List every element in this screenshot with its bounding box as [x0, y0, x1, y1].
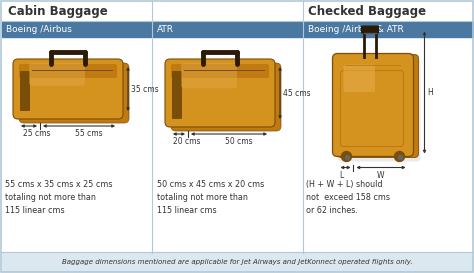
- Text: 55 cms x 35 cms x 25 cms
totaling not more than
115 linear cms: 55 cms x 35 cms x 25 cms totaling not mo…: [5, 180, 112, 215]
- Bar: [304, 22, 473, 37]
- Text: 55 cms: 55 cms: [75, 129, 103, 138]
- Circle shape: [341, 152, 352, 162]
- FancyBboxPatch shape: [337, 55, 419, 158]
- Bar: [2, 22, 151, 37]
- Text: 35 cms: 35 cms: [131, 85, 159, 93]
- Text: 20 cms: 20 cms: [173, 138, 201, 147]
- Circle shape: [394, 152, 404, 162]
- Text: 50 cms x 45 cms x 20 cms
totaling not more than
115 linear cms: 50 cms x 45 cms x 20 cms totaling not mo…: [157, 180, 264, 215]
- FancyBboxPatch shape: [19, 63, 129, 123]
- Text: Checked Baggage: Checked Baggage: [308, 5, 426, 19]
- Bar: [153, 22, 302, 37]
- FancyBboxPatch shape: [29, 63, 85, 86]
- Text: (H + W + L) should
not  exceed 158 cms
or 62 inches.: (H + W + L) should not exceed 158 cms or…: [306, 180, 390, 215]
- FancyBboxPatch shape: [20, 71, 30, 111]
- FancyBboxPatch shape: [171, 63, 281, 131]
- FancyBboxPatch shape: [361, 25, 379, 34]
- FancyBboxPatch shape: [181, 63, 237, 88]
- FancyBboxPatch shape: [340, 70, 403, 147]
- Text: 45 cms: 45 cms: [283, 88, 310, 97]
- Circle shape: [399, 156, 402, 159]
- FancyBboxPatch shape: [165, 59, 275, 127]
- Text: ATR: ATR: [157, 25, 174, 34]
- FancyBboxPatch shape: [332, 54, 413, 156]
- FancyBboxPatch shape: [13, 59, 123, 119]
- Text: Boeing /Airbus & ATR: Boeing /Airbus & ATR: [308, 25, 404, 34]
- FancyBboxPatch shape: [344, 64, 375, 92]
- Bar: [2, 253, 472, 271]
- Text: L: L: [339, 171, 344, 180]
- FancyBboxPatch shape: [171, 64, 269, 78]
- Text: W: W: [377, 171, 384, 180]
- FancyBboxPatch shape: [172, 71, 182, 119]
- FancyBboxPatch shape: [337, 58, 420, 162]
- Text: Boeing /Airbus: Boeing /Airbus: [6, 25, 72, 34]
- Text: Baggage dimensions mentioned are applicable for Jet Airways and JetKonnect opera: Baggage dimensions mentioned are applica…: [62, 259, 412, 265]
- Text: H: H: [428, 88, 433, 97]
- Text: 50 cms: 50 cms: [225, 138, 253, 147]
- FancyBboxPatch shape: [19, 64, 117, 78]
- Text: 25 cms: 25 cms: [23, 129, 51, 138]
- Text: Cabin Baggage: Cabin Baggage: [8, 5, 108, 19]
- Circle shape: [346, 156, 349, 159]
